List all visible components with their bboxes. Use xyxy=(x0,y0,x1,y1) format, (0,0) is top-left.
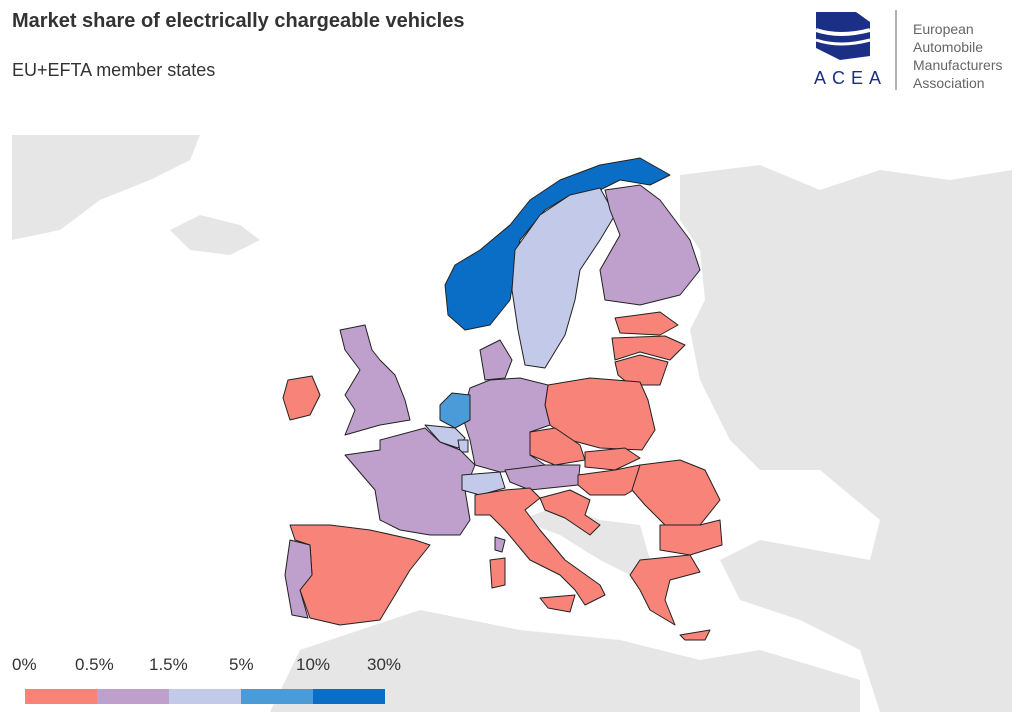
country-greece[interactable] xyxy=(629,554,701,626)
chart-subtitle: EU+EFTA member states xyxy=(12,60,216,80)
org-line: Manufacturers xyxy=(913,57,1003,73)
legend-swatch xyxy=(25,689,97,704)
country-slovenia-croatia[interactable] xyxy=(539,489,601,536)
org-line: Automobile xyxy=(913,39,984,55)
country-united-kingdom[interactable] xyxy=(339,324,411,436)
legend-swatch xyxy=(313,689,385,704)
country-denmark[interactable] xyxy=(479,339,513,381)
background-land xyxy=(12,135,1012,712)
country-sweden[interactable] xyxy=(511,187,616,369)
country-lithuania[interactable] xyxy=(614,354,669,386)
country-estonia[interactable] xyxy=(614,311,679,336)
country-bulgaria[interactable] xyxy=(659,519,723,556)
org-line: Association xyxy=(913,75,985,91)
acea-cube-icon xyxy=(815,10,897,90)
country-ireland[interactable] xyxy=(282,375,321,421)
legend-swatch xyxy=(241,689,313,704)
acea-org-name: European Automobile Manufacturers Associ… xyxy=(913,20,1002,92)
country-italy-sardinia[interactable] xyxy=(489,557,506,589)
legend-swatch xyxy=(169,689,241,704)
legend-label: 1.5% xyxy=(149,655,188,674)
org-line: European xyxy=(913,21,974,37)
country-france[interactable] xyxy=(344,427,476,536)
legend-label: 5% xyxy=(229,655,254,674)
country-cyprus[interactable] xyxy=(679,629,711,641)
europe-map xyxy=(12,135,1012,712)
country-portugal[interactable] xyxy=(284,539,313,619)
acea-acronym: ACEA xyxy=(814,68,888,88)
chart-title: Market share of electrically chargeable … xyxy=(12,10,465,32)
country-netherlands[interactable] xyxy=(439,392,471,429)
country-italy[interactable] xyxy=(474,487,606,606)
legend-swatch xyxy=(97,689,169,704)
legend-label: 0.5% xyxy=(75,655,114,674)
country-france-corsica[interactable] xyxy=(494,536,506,553)
legend-label: 10% xyxy=(296,655,331,674)
country-slovakia[interactable] xyxy=(584,447,641,471)
country-luxembourg[interactable] xyxy=(457,439,469,453)
country-norway[interactable] xyxy=(444,157,671,331)
legend-label: 30% xyxy=(367,655,402,674)
country-italy-sicily[interactable] xyxy=(539,594,576,613)
country-latvia[interactable] xyxy=(611,335,686,361)
country-switzerland[interactable] xyxy=(461,471,506,496)
country-finland[interactable] xyxy=(599,184,701,306)
legend-label: 0% xyxy=(12,655,37,674)
